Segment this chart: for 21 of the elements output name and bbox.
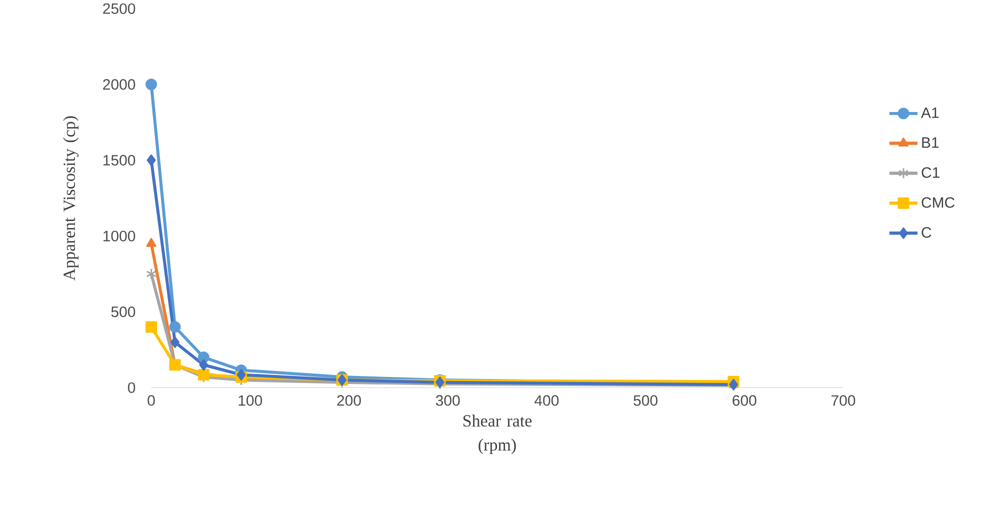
- legend-label: B1: [922, 137, 939, 148]
- y-tick-label: 2000: [103, 79, 136, 90]
- x-axis-title: Shear rate (rpm): [463, 414, 532, 454]
- y-tick-label: 0: [128, 382, 136, 393]
- x-tick-label: 500: [634, 395, 658, 406]
- legend-label: CMC: [922, 197, 955, 208]
- y-tick-label: 1500: [104, 154, 136, 166]
- x-tick-label: 0: [148, 395, 155, 406]
- x-tick-label: 600: [732, 395, 756, 406]
- x-tick-label: 100: [238, 395, 262, 406]
- y-tick-label: 2500: [103, 3, 136, 14]
- y-tick-label: 1000: [104, 230, 136, 242]
- legend-label: A1: [921, 108, 939, 118]
- x-tick-label: 700: [832, 395, 856, 406]
- legend-label: C: [922, 227, 932, 238]
- x-tick-label: 400: [534, 395, 559, 406]
- x-tick-label: 300: [436, 395, 460, 406]
- legend-label: C1: [922, 167, 940, 178]
- y-axis-title: Apparent Viscosity (cp): [63, 116, 79, 280]
- x-tick-label: 200: [337, 395, 361, 406]
- y-tick-label: 500: [111, 306, 136, 318]
